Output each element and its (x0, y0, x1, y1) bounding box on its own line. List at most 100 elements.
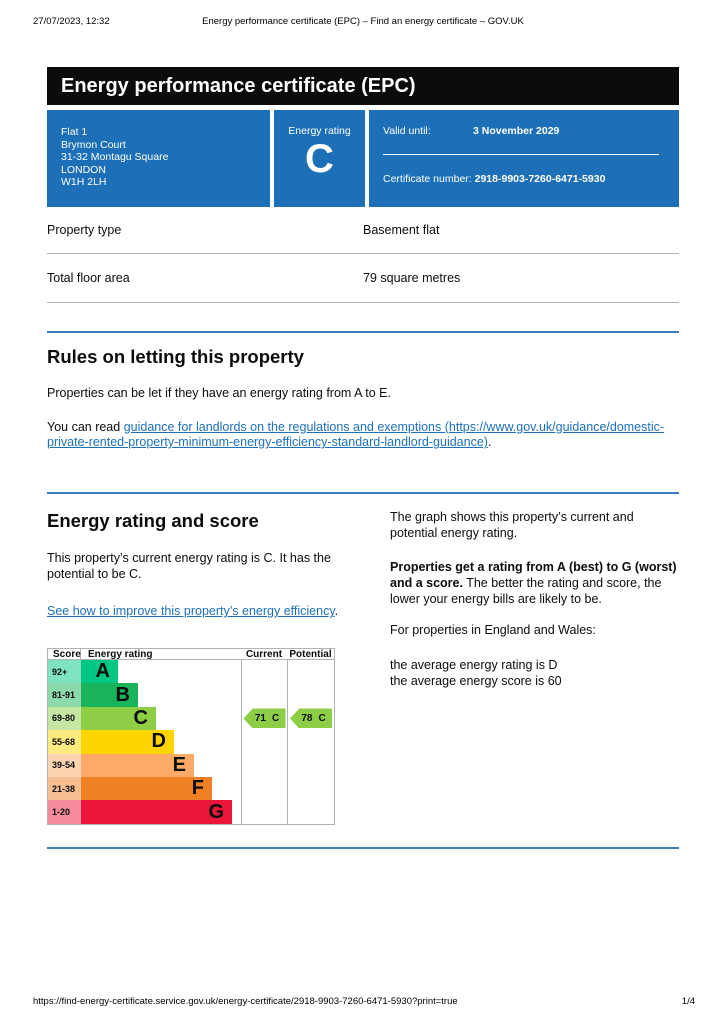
chart-score-D: 55-68 (48, 730, 81, 754)
arrow-band: C (271, 712, 280, 724)
potential-rating-arrow: 78 C (290, 708, 332, 729)
valid-until-label: Valid until: (383, 125, 431, 137)
chart-score-A: 92+ (48, 660, 81, 684)
landlord-guidance-link[interactable]: guidance for landlords on the regulation… (47, 419, 665, 450)
improve-efficiency-link[interactable]: See how to improve this property’s energ… (47, 604, 335, 619)
print-header-title: Energy performance certificate (EPC) – F… (202, 16, 524, 27)
improve-efficiency-paragraph: See how to improve this property’s energ… (47, 604, 357, 620)
address-line: W1H 2LH (61, 176, 107, 189)
chart-current-cell-F (241, 776, 287, 801)
property-facts: Property type Basement flat Total floor … (47, 207, 679, 303)
epc-banner-title: Energy performance certificate (EPC) (61, 74, 416, 97)
improve-efficiency-suffix: . (334, 604, 339, 619)
arrow-score: 71 (254, 712, 266, 724)
fact-label: Total floor area (47, 271, 130, 285)
energy-rating-value: C (305, 137, 334, 181)
rules-heading: Rules on letting this property (47, 346, 304, 367)
certificate-number-label: Certificate number: (383, 173, 472, 185)
rating-scale-paragraph: Properties get a rating from A (best) to… (390, 560, 677, 607)
epc-banner: Energy performance certificate (EPC) (47, 67, 679, 105)
chart-score-G: 1-20 (48, 800, 81, 824)
address-line: Flat 1 (61, 126, 88, 138)
graph-explanation-paragraph: The graph shows this property’s current … (390, 510, 634, 540)
chart-potential-cell-A (287, 660, 334, 684)
fact-row-property-type: Property type Basement flat (47, 207, 679, 254)
chart-potential-cell-E (287, 753, 334, 777)
chart-header-current: Current (241, 649, 287, 660)
section-divider (47, 847, 679, 849)
validity-panel: Valid until: 3 November 2029 Certificate … (369, 110, 679, 207)
print-footer-url: https://find-energy-certificate.service.… (33, 996, 458, 1007)
chart-current-cell-B (241, 683, 287, 707)
certificate-summary: Flat 1 Brymon Court 31-32 Montagu Square… (47, 110, 679, 207)
chart-current-cell-G (241, 800, 287, 824)
rating-scale-rest: The better the rating and score, the low… (390, 576, 662, 606)
chart-potential-cell-G (287, 800, 334, 824)
chart-band-bar-A: A (81, 660, 118, 684)
chart-header-score: Score (48, 649, 81, 660)
section-divider (47, 492, 679, 494)
certificate-number-value: 2918-9903-7260-6471-5930 (474, 173, 606, 185)
current-rating-arrow: 71 C (243, 708, 286, 729)
address-line: LONDON (61, 163, 106, 176)
chart-score-B: 81-91 (48, 683, 81, 707)
average-rating-line: the average energy rating is D (390, 658, 558, 673)
rules-guidance-suffix: . (487, 435, 492, 450)
chart-band-bar-E: E (81, 753, 194, 777)
current-rating-paragraph: This property’s current energy rating is… (47, 551, 331, 581)
chart-header-energy-rating: Energy rating (81, 649, 241, 660)
epc-rating-chart: Score Energy rating Current Potential 92+ A 81… (47, 648, 335, 825)
chart-score-E: 39-54 (48, 753, 81, 777)
chart-potential-cell-B (287, 683, 334, 707)
chart-band-bar-B: B (81, 683, 138, 707)
rules-guidance-prefix: You can read (47, 419, 124, 434)
chart-bar-cell-E: E (81, 753, 241, 777)
energy-rating-section: Energy rating and score This property’s … (47, 511, 357, 620)
rules-guidance-paragraph: You can read guidance for landlords on t… (47, 420, 679, 451)
chart-potential-cell-D (287, 730, 334, 754)
arrow-band: C (318, 712, 326, 724)
chart-potential-cell-C: 78 C (287, 706, 334, 731)
rules-paragraph: Properties can be let if they have an en… (47, 386, 391, 400)
chart-score-F: 21-38 (48, 776, 81, 801)
chart-band-bar-C: C (81, 706, 156, 731)
certificate-number-row: Certificate number: 2918-9903-7260-6471-… (383, 173, 665, 185)
print-footer: https://find-energy-certificate.service.… (33, 996, 695, 1007)
arrow-score: 78 (301, 712, 313, 724)
chart-bar-cell-C: C (81, 706, 241, 731)
england-wales-paragraph: For properties in England and Wales: (390, 622, 596, 637)
chart-bar-cell-F: F (81, 776, 241, 801)
valid-until-row: Valid until: 3 November 2029 (383, 125, 665, 137)
chart-bar-cell-D: D (81, 730, 241, 754)
chart-bar-cell-G: G (81, 800, 241, 824)
chart-header-potential: Potential (287, 649, 334, 660)
address-line: 31-32 Montagu Square (61, 151, 169, 164)
chart-score-C: 69-80 (48, 706, 81, 731)
chart-band-bar-G: G (81, 800, 232, 824)
property-address: Flat 1 Brymon Court 31-32 Montagu Square… (47, 110, 270, 207)
chart-potential-cell-F (287, 776, 334, 801)
fact-row-total-floor-area: Total floor area 79 square metres (47, 254, 679, 303)
print-header-datetime: 27/07/2023, 12:32 (33, 16, 110, 27)
chart-current-cell-E (241, 753, 287, 777)
chart-current-cell-C: 71 C (241, 706, 287, 731)
fact-label: Property type (47, 223, 122, 237)
chart-current-cell-D (241, 730, 287, 754)
chart-bar-cell-A: A (81, 660, 241, 684)
address-line: Brymon Court (61, 138, 126, 151)
valid-until-date: 3 November 2029 (473, 125, 560, 137)
chart-band-bar-F: F (81, 776, 212, 801)
chart-current-cell-A (241, 660, 287, 684)
energy-rating-badge: Energy rating C (274, 110, 365, 207)
chart-bar-cell-B: B (81, 683, 241, 707)
print-footer-page-number: 1/4 (681, 996, 695, 1007)
average-score-line: the average energy score is 60 (390, 673, 562, 688)
rating-explanation-column: The graph shows this property’s current … (390, 510, 677, 690)
chart-band-bar-D: D (81, 730, 174, 754)
validity-divider (383, 154, 659, 155)
fact-value: 79 square metres (363, 271, 461, 285)
fact-value: Basement flat (363, 223, 440, 237)
section-divider (47, 331, 679, 333)
